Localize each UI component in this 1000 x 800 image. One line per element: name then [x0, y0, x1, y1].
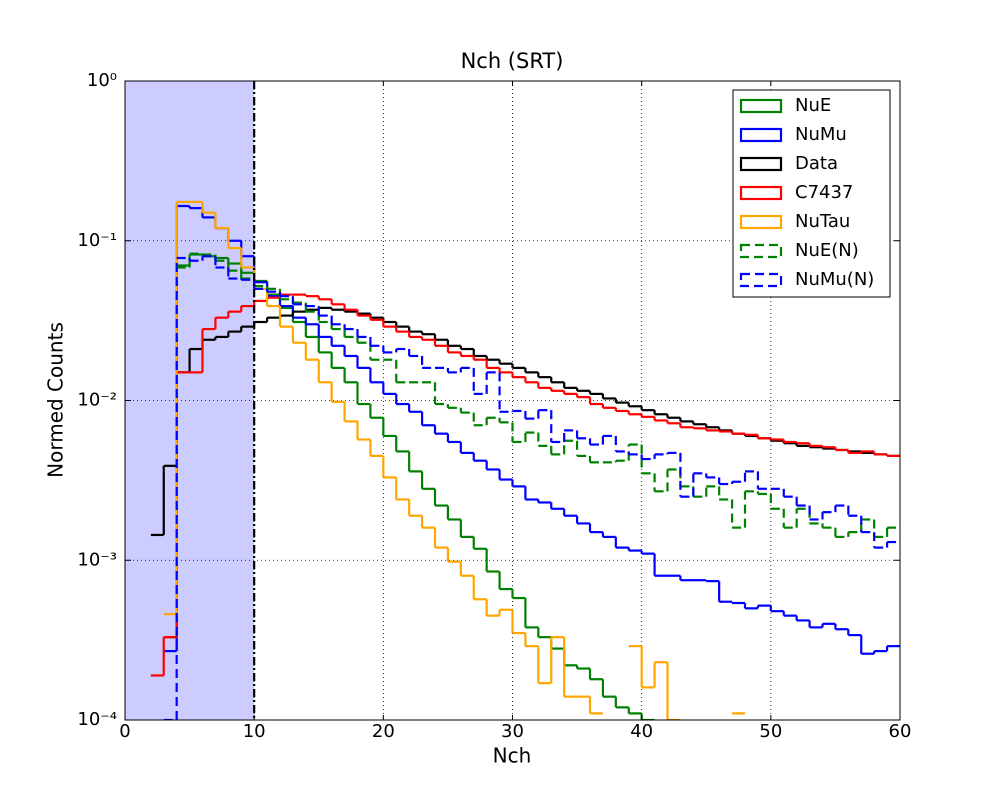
plot-area — [125, 81, 900, 720]
legend-label: C7437 — [795, 182, 853, 203]
x-tick-label: 0 — [119, 721, 130, 742]
axes: 0 10 20 30 40 50 60 10⁰ 10⁻¹ 10⁻² 10⁻³ 10⁻⁴ NuE NuMu D… — [77, 70, 911, 742]
legend-swatch — [739, 185, 783, 201]
x-tick-label: 40 — [630, 721, 653, 742]
legend-swatch — [739, 272, 783, 288]
y-tick-label: 10⁻³ — [77, 549, 117, 570]
legend-swatch — [739, 98, 783, 114]
legend-label: Data — [795, 153, 838, 174]
y-tick-label: 10⁻² — [77, 390, 117, 411]
y-tick-label: 10⁰ — [87, 70, 117, 91]
legend-label: NuTau — [795, 211, 850, 232]
chart-title: Nch (SRT) — [461, 49, 564, 73]
legend-label: NuMu(N) — [795, 269, 874, 290]
y-tick-label: 10⁻⁴ — [77, 709, 117, 730]
x-tick-label: 60 — [889, 721, 912, 742]
legend-frame — [732, 89, 891, 298]
legend: NuE NuMu Data C7437 NuTau NuE(N) NuMu(N) — [732, 89, 891, 298]
y-axis-label: Normed Counts — [44, 322, 68, 478]
x-tick-label: 30 — [501, 721, 524, 742]
legend-label: NuMu — [795, 124, 847, 145]
legend-swatch — [739, 127, 783, 143]
legend-swatch — [739, 214, 783, 230]
y-tick-label: 10⁻¹ — [77, 230, 117, 251]
legend-swatch — [739, 243, 783, 259]
x-axis-label: Nch — [493, 744, 532, 768]
legend-label: NuE(N) — [795, 240, 859, 261]
plot-frame — [124, 80, 901, 721]
x-tick-label: 20 — [372, 721, 395, 742]
legend-label: NuE — [795, 95, 831, 116]
x-tick-label: 50 — [759, 721, 782, 742]
x-tick-label: 10 — [243, 721, 266, 742]
legend-swatch — [739, 156, 783, 172]
